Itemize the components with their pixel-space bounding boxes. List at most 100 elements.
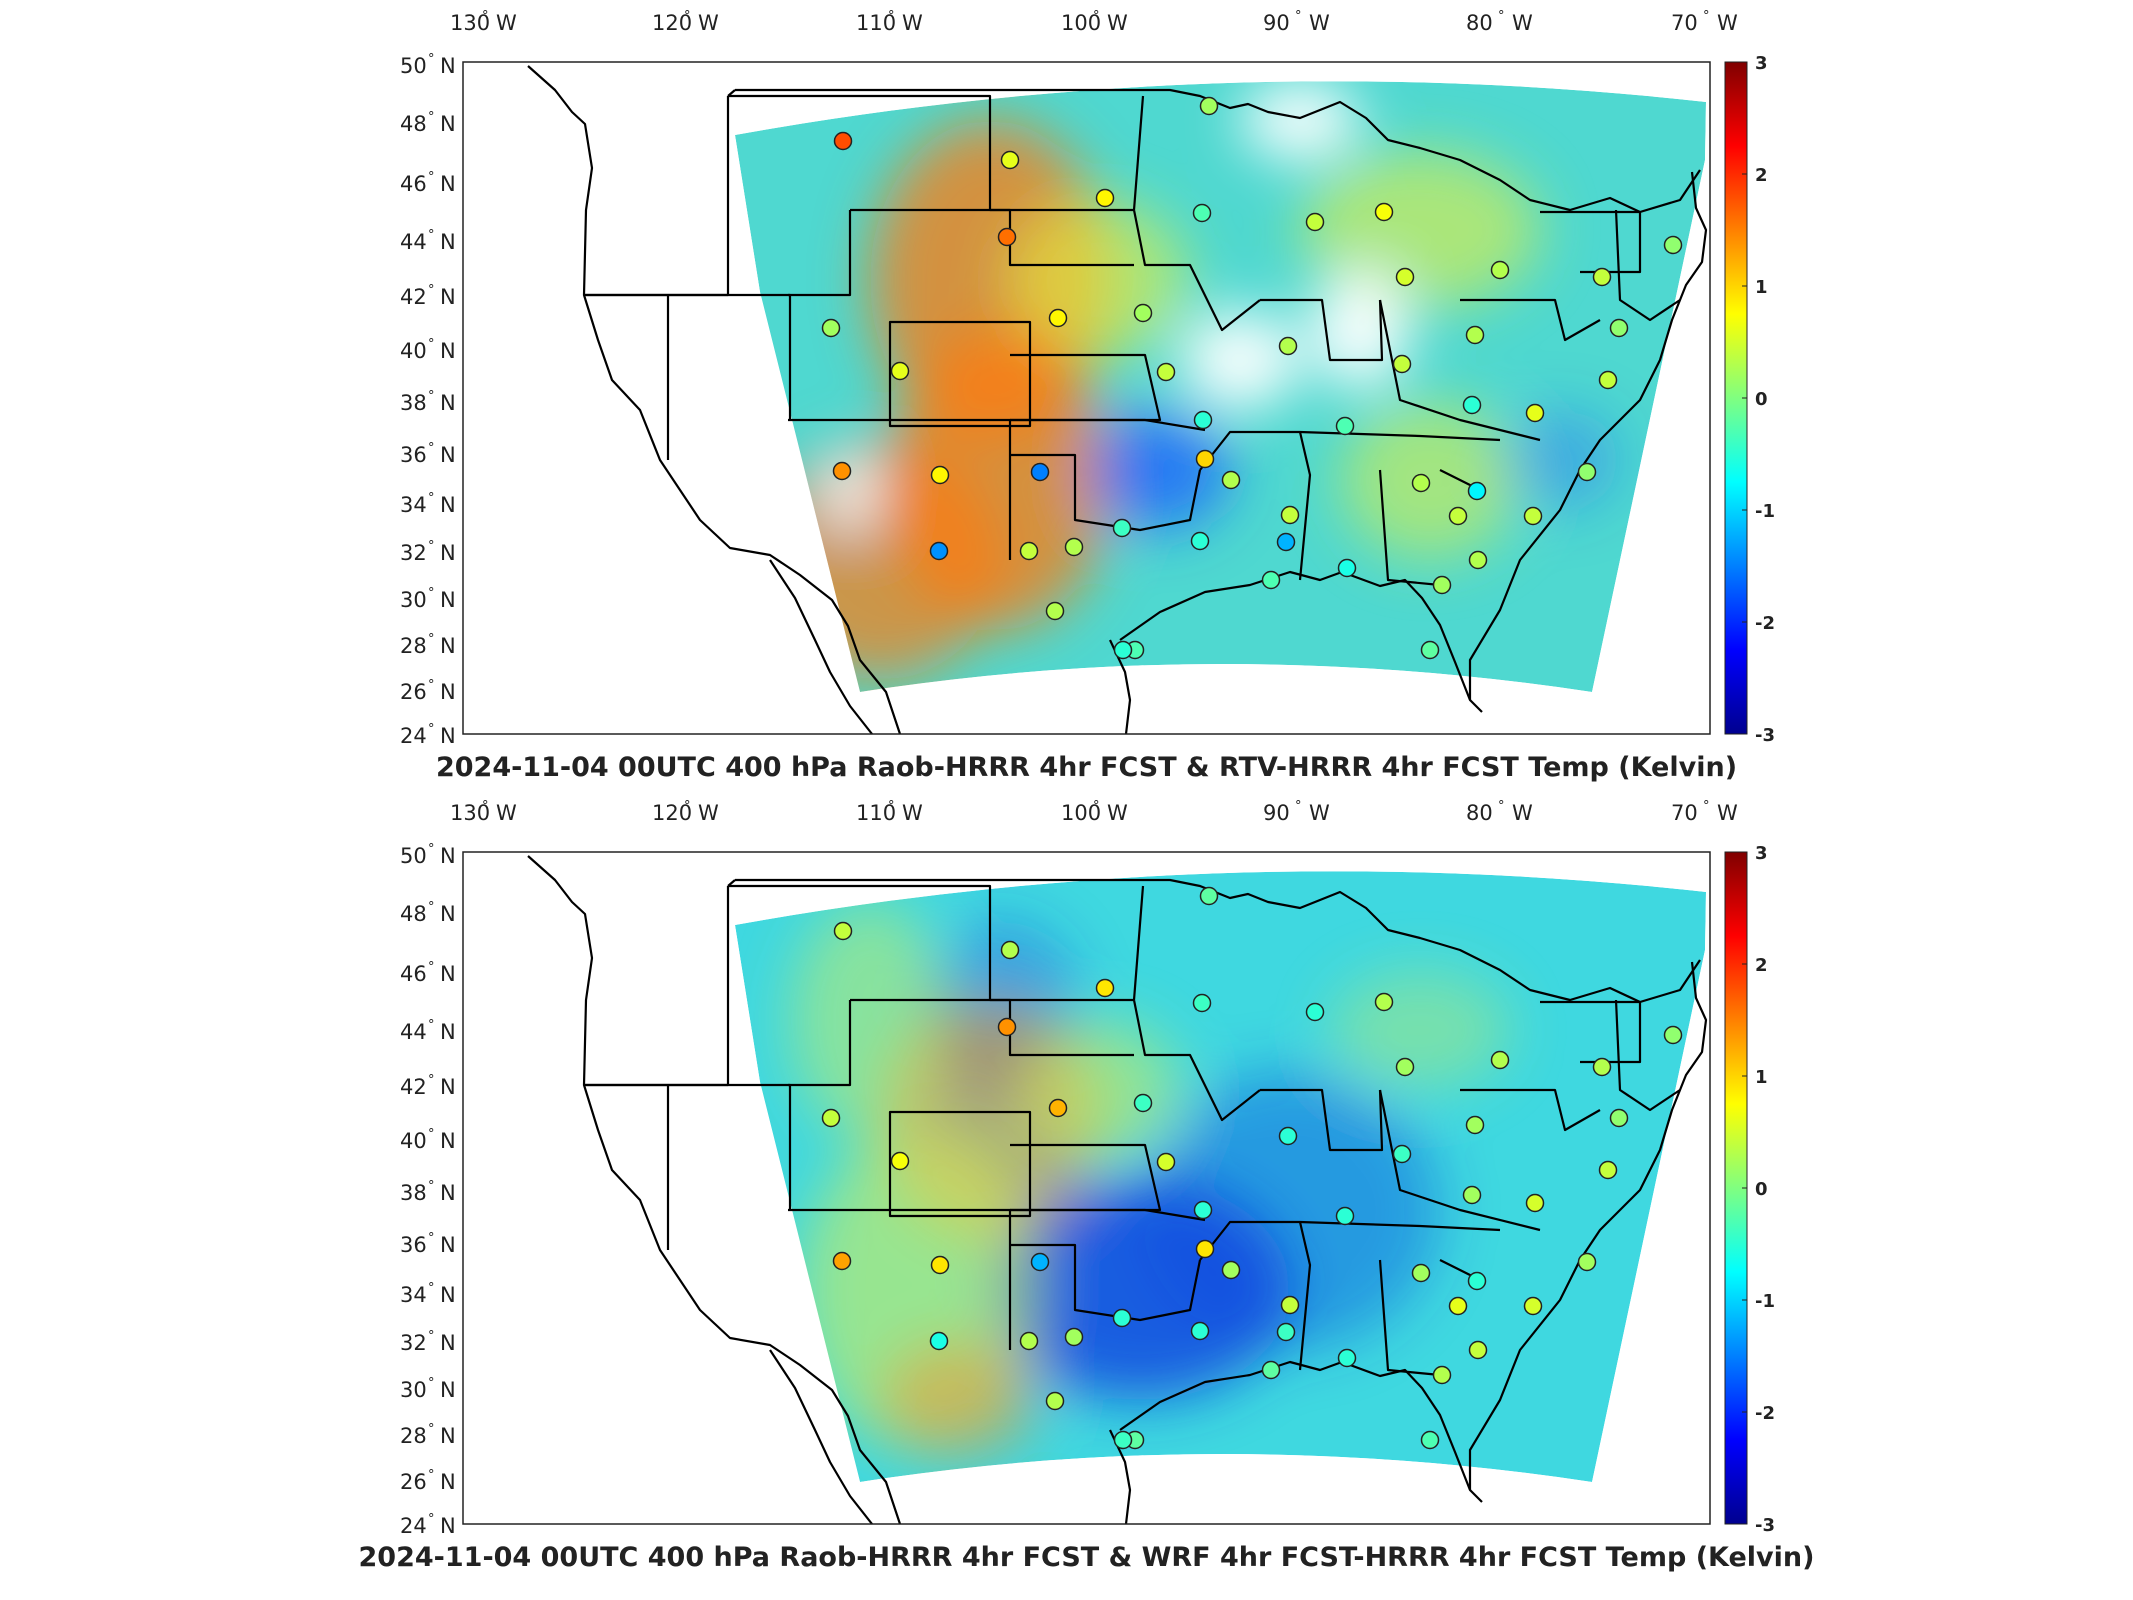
station-marker[interactable]	[1192, 993, 1212, 1013]
station-marker[interactable]	[1305, 212, 1325, 232]
station-marker[interactable]	[1045, 601, 1065, 621]
station-marker[interactable]	[1395, 1057, 1415, 1077]
station-marker[interactable]	[1112, 518, 1132, 538]
station-marker[interactable]	[997, 1017, 1017, 1037]
station-marker[interactable]	[1465, 325, 1485, 345]
station-marker[interactable]	[1462, 395, 1482, 415]
station-marker[interactable]	[833, 921, 853, 941]
station-marker[interactable]	[1156, 362, 1176, 382]
station-marker[interactable]	[1465, 1115, 1485, 1135]
station-marker[interactable]	[1490, 1050, 1510, 1070]
station-marker[interactable]	[1609, 318, 1629, 338]
station-marker[interactable]	[1577, 1252, 1597, 1272]
station-marker[interactable]	[1199, 886, 1219, 906]
station-marker[interactable]	[1525, 403, 1545, 423]
station-marker[interactable]	[1280, 505, 1300, 525]
station-marker[interactable]	[1411, 473, 1431, 493]
station-marker[interactable]	[1195, 1239, 1215, 1259]
station-marker[interactable]	[1467, 481, 1487, 501]
station-marker[interactable]	[1598, 370, 1618, 390]
station-marker[interactable]	[1095, 978, 1115, 998]
station-marker[interactable]	[821, 318, 841, 338]
station-marker[interactable]	[1420, 640, 1440, 660]
station-marker[interactable]	[890, 361, 910, 381]
station-marker[interactable]	[1490, 260, 1510, 280]
station-marker[interactable]	[1064, 537, 1084, 557]
station-marker[interactable]	[1448, 506, 1468, 526]
station-marker[interactable]	[1261, 1360, 1281, 1380]
station-marker[interactable]	[1048, 1098, 1068, 1118]
station-marker[interactable]	[832, 461, 852, 481]
station-marker[interactable]	[1276, 1322, 1296, 1342]
station-marker[interactable]	[1609, 1108, 1629, 1128]
station-marker[interactable]	[1019, 541, 1039, 561]
station-marker[interactable]	[930, 1255, 950, 1275]
station-marker[interactable]	[1030, 462, 1050, 482]
station-marker[interactable]	[1462, 1185, 1482, 1205]
station-marker[interactable]	[1374, 202, 1394, 222]
station-marker[interactable]	[1523, 506, 1543, 526]
station-marker[interactable]	[1193, 1200, 1213, 1220]
station-marker[interactable]	[1190, 531, 1210, 551]
station-marker[interactable]	[1392, 1144, 1412, 1164]
station-marker[interactable]	[1193, 410, 1213, 430]
station-marker[interactable]	[1432, 1365, 1452, 1385]
station-marker[interactable]	[929, 1331, 949, 1351]
station-marker[interactable]	[1663, 235, 1683, 255]
station-marker[interactable]	[1337, 1348, 1357, 1368]
station-marker[interactable]	[1337, 558, 1357, 578]
station-marker[interactable]	[929, 541, 949, 561]
station-marker[interactable]	[1411, 1263, 1431, 1283]
station-marker[interactable]	[1192, 203, 1212, 223]
station-marker[interactable]	[1030, 1252, 1050, 1272]
station-marker[interactable]	[1592, 267, 1612, 287]
station-marker[interactable]	[997, 227, 1017, 247]
station-marker[interactable]	[1420, 1430, 1440, 1450]
station-marker[interactable]	[1467, 1271, 1487, 1291]
station-marker[interactable]	[1199, 96, 1219, 116]
station-marker[interactable]	[1000, 940, 1020, 960]
station-marker[interactable]	[1523, 1296, 1543, 1316]
station-marker[interactable]	[1113, 1430, 1133, 1450]
station-marker[interactable]	[1663, 1025, 1683, 1045]
station-marker[interactable]	[1195, 449, 1215, 469]
station-marker[interactable]	[1064, 1327, 1084, 1347]
station-marker[interactable]	[1305, 1002, 1325, 1022]
station-marker[interactable]	[1278, 1126, 1298, 1146]
station-marker[interactable]	[1335, 1206, 1355, 1226]
station-marker[interactable]	[1525, 1193, 1545, 1213]
station-marker[interactable]	[1112, 1308, 1132, 1328]
station-marker[interactable]	[1468, 550, 1488, 570]
station-marker[interactable]	[1113, 640, 1133, 660]
station-marker[interactable]	[1000, 150, 1020, 170]
station-marker[interactable]	[1392, 354, 1412, 374]
station-marker[interactable]	[1045, 1391, 1065, 1411]
station-marker[interactable]	[1276, 532, 1296, 552]
station-marker[interactable]	[1095, 188, 1115, 208]
station-marker[interactable]	[1278, 336, 1298, 356]
station-marker[interactable]	[1261, 570, 1281, 590]
station-marker[interactable]	[1133, 1093, 1153, 1113]
station-marker[interactable]	[1468, 1340, 1488, 1360]
station-marker[interactable]	[1221, 1260, 1241, 1280]
station-marker[interactable]	[1592, 1057, 1612, 1077]
station-marker[interactable]	[1432, 575, 1452, 595]
station-marker[interactable]	[1335, 416, 1355, 436]
station-marker[interactable]	[1577, 462, 1597, 482]
station-marker[interactable]	[1048, 308, 1068, 328]
station-marker[interactable]	[1190, 1321, 1210, 1341]
station-marker[interactable]	[832, 1251, 852, 1271]
station-marker[interactable]	[1280, 1295, 1300, 1315]
station-marker[interactable]	[1374, 992, 1394, 1012]
station-marker[interactable]	[1395, 267, 1415, 287]
station-marker[interactable]	[1598, 1160, 1618, 1180]
station-marker[interactable]	[1156, 1152, 1176, 1172]
station-marker[interactable]	[821, 1108, 841, 1128]
station-marker[interactable]	[890, 1151, 910, 1171]
station-marker[interactable]	[833, 131, 853, 151]
station-marker[interactable]	[1221, 470, 1241, 490]
station-marker[interactable]	[1133, 303, 1153, 323]
station-marker[interactable]	[1019, 1331, 1039, 1351]
station-marker[interactable]	[1448, 1296, 1468, 1316]
station-marker[interactable]	[930, 465, 950, 485]
